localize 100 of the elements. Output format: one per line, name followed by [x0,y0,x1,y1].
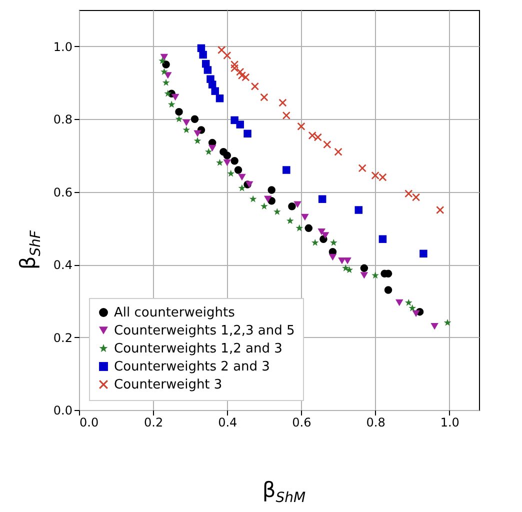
legend-label: Counterweights 2 and 3 [114,360,270,374]
point [321,232,330,239]
point [338,258,346,264]
point [404,298,412,306]
point [190,115,199,123]
point [436,206,444,214]
point [162,78,170,86]
point [216,94,224,102]
point [160,54,168,61]
point [344,258,352,264]
legend-label: Counterweights 1,2,3 and 5 [114,324,295,338]
point [236,120,244,128]
x-tick-label: 0.4 [218,416,238,430]
point [171,94,180,101]
point [354,206,363,214]
point [260,93,268,102]
point [249,195,257,202]
point [378,173,387,182]
point [182,126,190,134]
legend-label: Counterweights 1,2 and 3 [114,342,282,356]
y-tick-label: 0.6 [53,185,72,200]
point [182,119,190,126]
x-tick-label: 0.6 [292,416,312,430]
point [223,159,232,166]
legend-label: Counterweight 3 [114,378,222,392]
point [372,272,379,279]
point [234,166,242,174]
point [244,130,252,138]
point [251,82,259,90]
point [273,208,281,215]
point [160,68,168,75]
point [238,184,246,192]
point [211,87,219,95]
point [430,323,438,330]
point [296,224,304,232]
y-tick-label: 0.8 [53,112,72,127]
point [230,64,238,72]
point [278,98,287,107]
point [378,235,387,243]
x-tick-label: 1.0 [440,416,460,430]
point [444,318,452,326]
x-tick-label: 0.8 [366,416,386,430]
point [238,174,246,181]
y-tick-label: 1.0 [53,40,72,54]
point [204,148,212,155]
y-tick-label: 0.0 [53,404,72,418]
point [384,286,392,294]
point [199,50,207,59]
point [360,272,368,279]
point [408,304,416,312]
point [260,202,268,210]
point [301,214,309,221]
point [216,158,224,166]
point [318,228,326,236]
x-tick-label: 0.2 [144,416,164,430]
point [194,130,202,137]
point [323,140,332,148]
point [282,166,290,174]
point [286,217,294,224]
point [308,132,316,140]
y-tick-label: 0.4 [53,258,72,272]
point [314,133,322,142]
point [412,193,420,202]
point [371,172,380,180]
point [294,201,302,208]
x-axis-title: β$_{ShM}$ [262,478,306,506]
point [288,202,296,210]
legend-label: All counterweights [114,306,236,320]
point [175,108,183,116]
point [404,190,413,198]
point [242,73,250,82]
y-tick-label: 0.2 [53,330,72,345]
point [311,238,319,246]
point [162,60,170,68]
point [334,148,342,156]
point [395,299,404,306]
point [158,57,166,64]
point [194,137,202,144]
point [318,195,326,203]
point [282,112,290,120]
point [227,170,235,177]
point [264,196,272,202]
point [168,100,176,108]
point [360,264,368,272]
point [330,238,338,246]
point [223,152,232,160]
point [164,90,172,97]
point [420,250,428,258]
point [175,115,183,122]
point [297,122,306,130]
point [342,264,350,272]
point [204,66,212,74]
x-tick-label: 0.0 [80,416,99,430]
point [328,254,337,261]
point [358,164,366,172]
point [268,186,276,194]
point [304,224,313,232]
point [223,52,232,60]
point [412,310,420,317]
point [230,157,238,165]
